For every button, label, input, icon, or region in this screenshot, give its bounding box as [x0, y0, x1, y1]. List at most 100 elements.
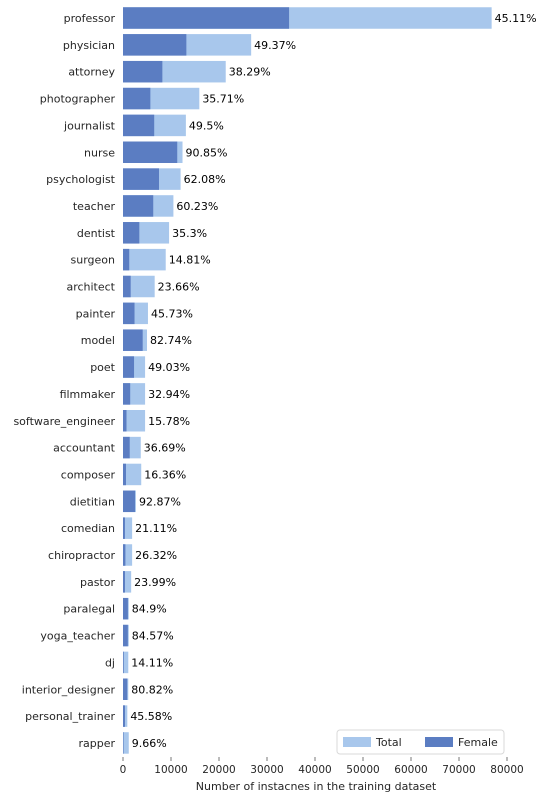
bar-female-photographer — [123, 87, 151, 110]
bar-female-professor — [123, 7, 290, 29]
percent-label-interior-designer: 80.82% — [131, 683, 173, 696]
category-label-physician: physician — [63, 39, 115, 52]
percent-label-pastor: 23.99% — [134, 576, 176, 589]
category-label-paralegal: paralegal — [63, 603, 115, 616]
bar-female-comedian — [123, 517, 125, 539]
bar-female-attorney — [123, 60, 163, 83]
bar-female-rapper — [123, 732, 124, 754]
bar-female-personal-trainer — [123, 705, 125, 727]
percent-label-surgeon: 14.81% — [169, 254, 211, 267]
percent-label-comedian: 21.11% — [135, 522, 177, 535]
category-label-rapper: rapper — [78, 737, 115, 750]
percent-label-painter: 45.73% — [151, 307, 193, 320]
legend-swatch-female — [425, 737, 453, 747]
category-label-teacher: teacher — [73, 200, 116, 213]
bar-female-journalist — [123, 114, 155, 137]
x-tick-label: 60000 — [394, 764, 427, 776]
category-label-nurse: nurse — [84, 146, 115, 159]
category-label-chiropractor: chiropractor — [48, 549, 115, 562]
percent-label-filmmaker: 32.94% — [148, 388, 190, 401]
percent-label-composer: 16.36% — [144, 468, 186, 481]
bar-female-filmmaker — [123, 383, 131, 405]
bar-female-physician — [123, 34, 187, 56]
bar-female-surgeon — [123, 248, 130, 271]
bar-female-teacher — [123, 195, 154, 217]
bar-female-painter — [123, 302, 135, 325]
percent-label-rapper: 9.66% — [132, 737, 167, 750]
percent-label-poet: 49.03% — [148, 361, 190, 374]
percent-label-attorney: 38.29% — [229, 66, 271, 79]
total-bars — [123, 7, 492, 754]
bar-total-composer — [123, 463, 142, 486]
percent-label-software-engineer: 15.78% — [148, 415, 190, 428]
percent-label-accountant: 36.69% — [144, 442, 186, 455]
bar-total-software-engineer — [123, 410, 146, 432]
category-label-dj: dj — [105, 656, 115, 669]
bar-female-dj — [123, 651, 124, 674]
bar-female-pastor — [123, 571, 125, 593]
category-labels: professor physician attorney photographer jo… — [13, 12, 115, 750]
category-label-architect: architect — [66, 281, 115, 294]
percent-label-chiropractor: 26.32% — [135, 549, 177, 562]
x-tick-label: 20000 — [202, 764, 235, 776]
category-label-composer: composer — [61, 468, 116, 481]
percent-label-professor: 45.11% — [495, 12, 537, 25]
x-axis: 0 10000 20000 30000 40000 50000 60000 70000 8000… — [120, 757, 524, 776]
bar-total-dj — [123, 651, 129, 674]
percent-label-dietitian: 92.87% — [139, 495, 181, 508]
bar-total-pastor — [123, 571, 132, 593]
percent-labels: 45.11% 49.37% 38.29% 35.71% 49.5% 90.85% 62.08… — [130, 12, 536, 750]
percent-label-personal-trainer: 45.58% — [130, 710, 172, 723]
category-label-psychologist: psychologist — [46, 173, 116, 186]
bar-female-psychologist — [123, 168, 159, 190]
bar-female-interior-designer — [123, 678, 128, 700]
bar-female-poet — [123, 356, 135, 378]
bar-female-paralegal — [123, 597, 128, 620]
category-label-attorney: attorney — [68, 66, 115, 79]
percent-label-physician: 49.37% — [254, 39, 296, 52]
category-label-software-engineer: software_engineer — [13, 415, 115, 428]
category-label-filmmaker: filmmaker — [60, 388, 116, 401]
category-label-journalist: journalist — [63, 119, 116, 132]
percent-label-psychologist: 62.08% — [184, 173, 226, 186]
bar-female-dietitian — [123, 490, 135, 513]
bar-total-rapper — [123, 732, 129, 754]
category-label-dietitian: dietitian — [70, 495, 115, 508]
bar-female-chiropractor — [123, 544, 126, 566]
category-label-yoga-teacher: yoga_teacher — [40, 630, 115, 643]
percent-label-nurse: 90.85% — [186, 146, 228, 159]
bar-total-personal-trainer — [123, 705, 128, 727]
x-tick-label: 80000 — [490, 764, 523, 776]
bar-female-dentist — [123, 222, 140, 244]
category-label-comedian: comedian — [61, 522, 115, 535]
legend: Total Female — [336, 729, 505, 755]
legend-label-total: Total — [375, 736, 402, 749]
x-tick-label: 70000 — [442, 764, 475, 776]
legend-label-female: Female — [458, 736, 498, 749]
category-label-professor: professor — [64, 12, 116, 25]
legend-frame — [336, 729, 505, 755]
category-label-interior-designer: interior_designer — [22, 683, 116, 696]
x-tick-label: 0 — [120, 764, 127, 776]
category-label-dentist: dentist — [77, 227, 116, 240]
bar-female-yoga-teacher — [123, 624, 128, 647]
bar-female-software-engineer — [123, 410, 127, 432]
category-label-accountant: accountant — [53, 442, 116, 455]
category-label-painter: painter — [76, 307, 116, 320]
category-label-pastor: pastor — [80, 576, 115, 589]
x-tick-label: 40000 — [298, 764, 331, 776]
bar-female-accountant — [123, 436, 130, 459]
female-bars — [123, 7, 290, 754]
bar-female-model — [123, 329, 143, 351]
percent-label-yoga-teacher: 84.57% — [132, 630, 174, 643]
percent-label-teacher: 60.23% — [176, 200, 218, 213]
percent-label-model: 82.74% — [150, 334, 192, 347]
percent-label-dj: 14.11% — [131, 656, 173, 669]
bar-female-composer — [123, 463, 126, 486]
bar-total-surgeon — [123, 248, 166, 271]
category-label-surgeon: surgeon — [71, 254, 116, 267]
x-axis-title: Number of instacnes in the training data… — [196, 780, 437, 793]
percent-label-journalist: 49.5% — [189, 119, 224, 132]
category-label-model: model — [81, 334, 115, 347]
